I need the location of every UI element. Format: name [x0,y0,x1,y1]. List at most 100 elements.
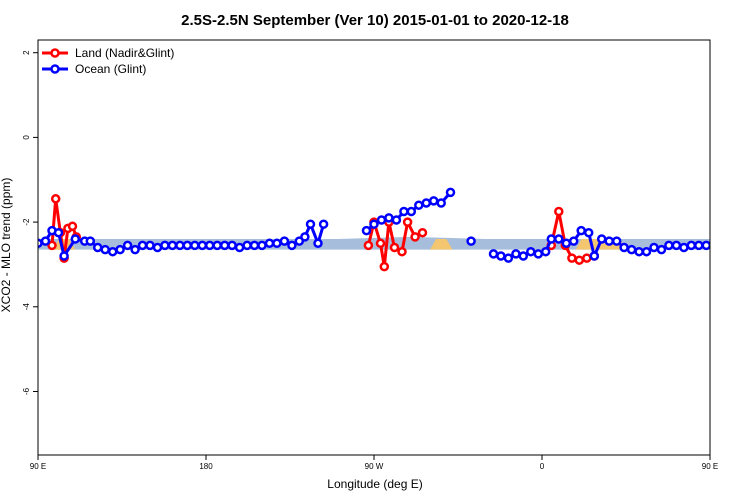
data-point [59,251,69,261]
data-point [242,240,252,251]
x-axis-title: Longitude (deg E) [327,477,422,491]
series-ocean [38,187,710,263]
y-tick-label: 2 [22,50,31,55]
data-point [204,240,215,251]
data-point [417,227,428,238]
data-point [190,240,200,251]
data-point [533,249,544,259]
data-point [85,236,96,246]
plot-area [38,187,750,272]
data-point [626,244,637,255]
data-point [391,215,402,225]
data-point [227,240,237,251]
data-point [496,251,506,261]
data-point [503,253,514,263]
data-point [130,244,140,255]
series-line [366,220,424,269]
data-point [399,206,409,217]
data-point [694,240,704,251]
y-tick-label: 0 [22,135,31,140]
data-point [379,261,390,272]
data-point [526,246,536,257]
data-point [384,213,394,223]
y-axis-title: XCO2 - MLO trend (ppm) [0,178,13,313]
data-point [561,238,572,249]
legend-label: Ocean (Glint) [75,62,146,76]
data-point [47,240,57,251]
data-point [318,219,329,229]
series-land [47,194,750,272]
data-point [375,238,386,249]
data-point [546,234,557,244]
data-point [363,240,374,251]
data-point [656,244,667,255]
data-point [197,240,208,251]
legend-label: Land (Nadir&Glint) [75,46,174,60]
data-point [466,236,476,246]
data-point [67,221,78,232]
data-point [664,240,674,251]
data-point [107,246,118,257]
data-point [389,242,400,253]
legend-marker [50,64,60,74]
data-point [234,242,245,253]
data-point [619,242,629,253]
data-point [701,240,710,251]
data-point [604,236,614,246]
data-point [634,246,644,257]
data-point [737,229,744,236]
data-point [249,240,260,251]
data-point [589,251,600,261]
data-point [212,240,222,251]
data-point [671,240,682,251]
data-point [421,198,432,208]
data-point [745,225,750,232]
data-point [576,225,586,236]
data-point [167,240,178,251]
data-point [369,219,379,229]
data-point [115,244,125,255]
data-point [257,240,267,251]
data-point [488,249,499,259]
data-point [264,238,275,249]
data-point [583,227,594,238]
data-point [397,246,407,257]
y-tick-label: -6 [22,387,31,395]
y-axis: 2 0 -2 -4 -6 [22,50,38,395]
x-tick-label: 90 W [365,462,384,471]
data-point [406,206,417,217]
data-point [152,242,163,253]
legend-item: Ocean (Glint) [42,62,146,76]
data-point [410,232,420,242]
data-point [582,253,592,263]
data-point [445,187,456,198]
data-point [219,240,230,251]
land-shading [738,239,750,250]
data-point [540,246,551,257]
chart-title: 2.5S-2.5N September (Ver 10) 2015-01-01 … [181,12,569,29]
data-point [122,240,133,251]
data-point [686,240,697,251]
data-point [175,240,185,251]
series-line [732,199,750,260]
data-point [305,219,316,229]
data-point [376,215,387,225]
legend: Land (Nadir&Glint) Ocean (Glint) [42,46,174,76]
legend-item: Land (Nadir&Glint) [42,46,174,60]
data-point [137,240,148,251]
data-point [279,236,290,246]
x-axis: 90 E 180 90 W 0 90 E [30,455,718,471]
data-point [145,240,155,251]
legend-marker [50,48,60,58]
data-point [272,238,282,249]
data-point [741,257,748,264]
data-point [554,206,564,217]
data-point [100,244,110,255]
data-point [287,240,297,251]
data-point [414,200,424,210]
data-point [300,232,310,242]
data-point [649,242,659,253]
data-point [554,234,564,244]
data-point [729,240,736,247]
